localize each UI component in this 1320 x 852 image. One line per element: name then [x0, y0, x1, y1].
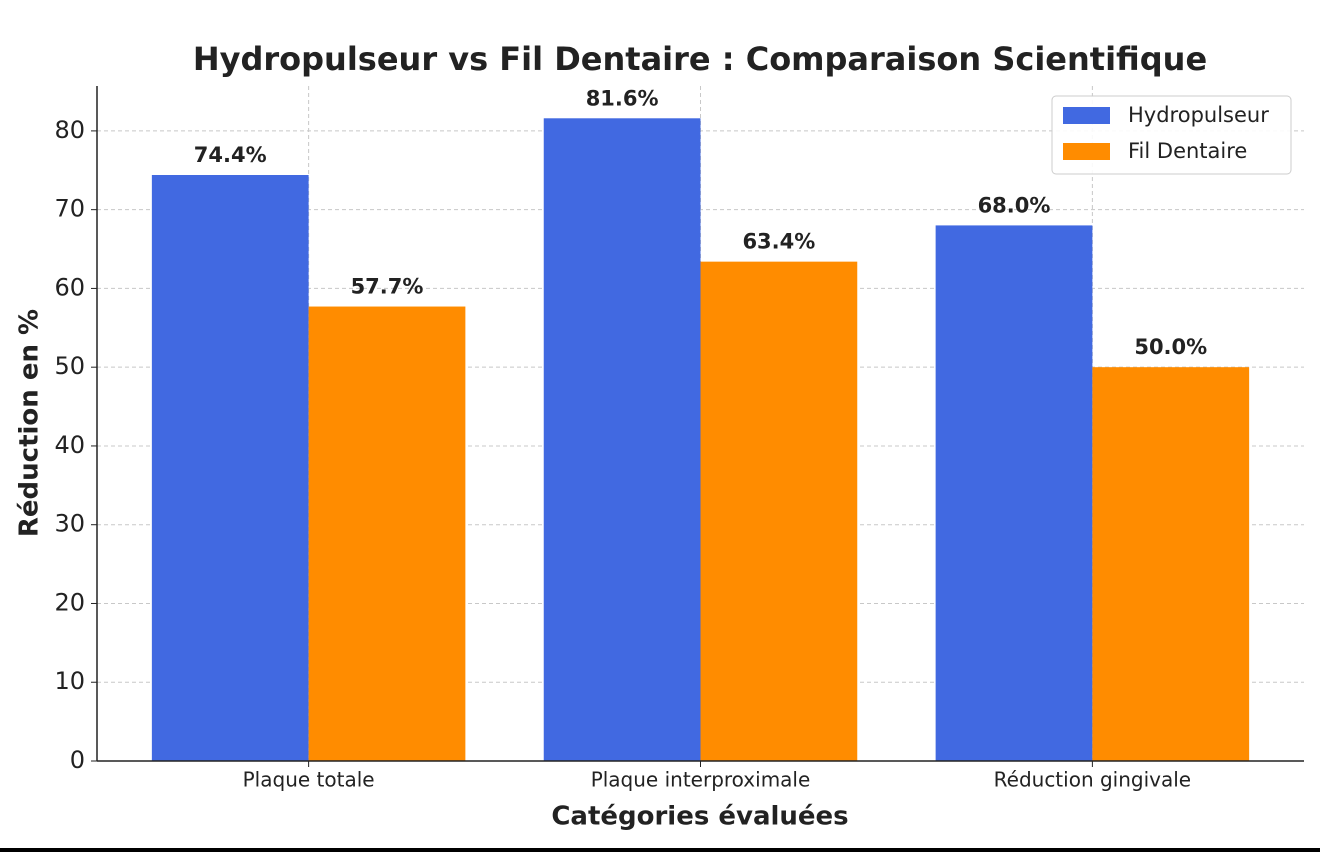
x-axis-label: Catégories évaluées	[551, 802, 848, 832]
legend-swatch	[1063, 107, 1110, 124]
bar	[543, 118, 701, 761]
y-tick-label: 50	[54, 352, 85, 380]
value-label: 74.4%	[194, 143, 267, 167]
legend-box	[1051, 95, 1292, 175]
y-tick-label: 30	[54, 510, 85, 538]
y-tick-label: 20	[54, 588, 85, 616]
y-axis-label: Réduction en %	[15, 309, 45, 537]
y-tick-label: 0	[70, 746, 85, 774]
value-label: 50.0%	[1134, 335, 1207, 359]
bar	[935, 225, 1093, 761]
legend-swatch	[1063, 143, 1110, 160]
bar	[1092, 367, 1250, 761]
y-tick-label: 40	[54, 431, 85, 459]
x-tick-label: Plaque interproximale	[591, 768, 811, 792]
chart-title: Hydropulseur vs Fil Dentaire : Comparais…	[193, 40, 1207, 78]
y-tick-label: 80	[54, 116, 85, 144]
y-tick-label: 70	[54, 195, 85, 223]
y-tick-label: 10	[54, 667, 85, 695]
y-tick-label: 60	[54, 273, 85, 301]
bar	[700, 261, 858, 761]
value-label: 57.7%	[351, 275, 424, 299]
x-tick-label: Réduction gingivale	[994, 768, 1191, 792]
legend-label: Fil Dentaire	[1128, 139, 1247, 163]
value-label: 81.6%	[586, 86, 659, 110]
value-label: 68.0%	[978, 193, 1051, 217]
bar	[308, 306, 466, 761]
value-label: 63.4%	[742, 230, 815, 254]
x-tick-label: Plaque totale	[243, 768, 375, 792]
legend-label: Hydropulseur	[1128, 103, 1269, 127]
bar	[151, 175, 309, 762]
bottom-border	[0, 848, 1320, 852]
